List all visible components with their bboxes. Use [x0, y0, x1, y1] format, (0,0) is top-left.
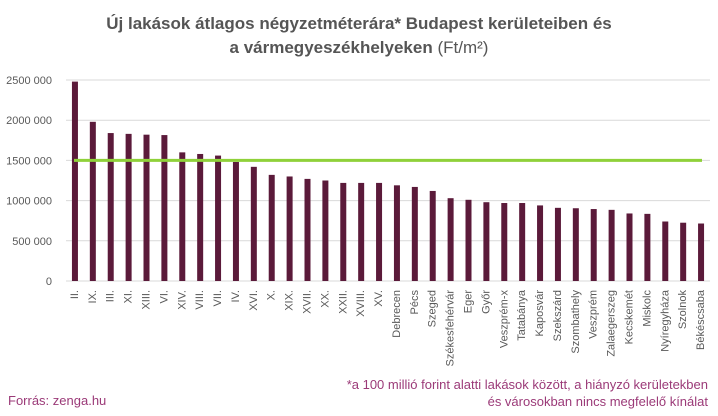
x-tick-label: IV. [230, 290, 242, 302]
bar [161, 135, 168, 281]
x-tick-label: Kecskemét [624, 290, 636, 344]
x-tick-label: Zalaegerszeg [606, 290, 618, 357]
x-tick-label: XIV. [176, 290, 188, 310]
x-tick-label: Pécs [409, 290, 421, 315]
x-tick-label: Szeged [427, 290, 439, 327]
footnote-line1: *a 100 millió forint alatti lakások közö… [346, 377, 708, 392]
x-tick-label: X. [266, 290, 278, 300]
bar [358, 182, 365, 281]
bar [250, 166, 257, 281]
bar [483, 202, 490, 281]
x-tick-label: Békéscsaba [695, 289, 707, 350]
bar [215, 155, 222, 281]
x-tick-label: Kaposvár [534, 290, 546, 337]
bar [572, 208, 579, 281]
chart-unit: (Ft/m²) [437, 38, 489, 57]
x-tick-label: XVI. [248, 290, 260, 311]
y-tick-label: 2000 000 [6, 115, 52, 127]
x-tick-label: IX. [87, 290, 99, 303]
chart-title-line2: a vármegyeszékhelyeken (Ft/m²) [229, 38, 489, 57]
bar [376, 182, 383, 281]
x-tick-label: Nyíregyháza [659, 289, 671, 352]
x-tick-label: Veszprém [588, 290, 600, 339]
bar [501, 203, 508, 281]
y-tick-label: 2500 000 [6, 75, 52, 87]
x-tick-label: XIII. [141, 290, 153, 310]
bar [590, 209, 597, 281]
x-tick-label: Szombathely [570, 290, 582, 354]
y-tick-label: 1500 000 [6, 155, 52, 167]
y-tick-label: 1000 000 [6, 196, 52, 208]
x-tick-label: VII. [212, 290, 224, 307]
bar [304, 178, 311, 281]
bar [393, 185, 400, 281]
x-tick-label: XIX. [284, 290, 296, 311]
x-tick-label: II. [69, 290, 81, 299]
x-tick-label: Győr [480, 290, 492, 314]
x-tick-label: Veszprém-x [498, 290, 510, 349]
bar [286, 176, 293, 281]
bar [322, 180, 329, 281]
chart-title-line1: Új lakások átlagos négyzetméterára* Buda… [106, 14, 612, 33]
x-tick-label: XXII. [337, 290, 349, 314]
bar [626, 213, 633, 281]
bar [268, 174, 275, 281]
bar [537, 205, 544, 281]
bar [662, 221, 669, 281]
bar [411, 186, 418, 281]
x-tick-label: Miskolc [641, 290, 653, 327]
x-tick-label: Székesfehérvár [445, 290, 457, 367]
bar [698, 223, 705, 281]
footnote-line2: és városokban nincs megfelelő kínálat [487, 394, 708, 409]
x-tick-label: VIII. [194, 290, 206, 310]
bar [608, 209, 615, 281]
bar [340, 182, 347, 281]
bar [197, 153, 204, 281]
x-tick-label: Eger [463, 290, 475, 314]
x-tick-label: XVIII. [355, 290, 367, 317]
bar [680, 222, 687, 281]
x-tick-label: Tatabánya [516, 289, 528, 341]
bar [232, 162, 239, 281]
bar [429, 190, 436, 281]
bar [519, 203, 526, 281]
x-tick-label: Szekszárd [552, 290, 564, 341]
bar [71, 81, 78, 281]
x-tick-label: III. [105, 290, 117, 302]
x-tick-label: Szolnok [677, 290, 689, 330]
bar [179, 152, 186, 281]
x-tick-label: XVII. [302, 290, 314, 314]
x-tick-label: VI. [158, 290, 170, 303]
bar [554, 207, 561, 281]
bar [143, 134, 150, 281]
y-tick-label: 500 000 [12, 236, 52, 248]
source-note: Forrás: zenga.hu [8, 393, 107, 408]
bar [107, 133, 114, 281]
x-tick-label: XX. [319, 290, 331, 308]
bar [644, 213, 651, 281]
x-tick-label: Debrecen [391, 290, 403, 338]
bar [125, 133, 132, 281]
x-tick-label: XI. [123, 290, 135, 303]
bar [447, 198, 454, 281]
x-tick-label: XV. [373, 290, 385, 307]
bar [465, 199, 472, 281]
bar [89, 121, 96, 281]
y-tick-label: 0 [46, 276, 52, 288]
